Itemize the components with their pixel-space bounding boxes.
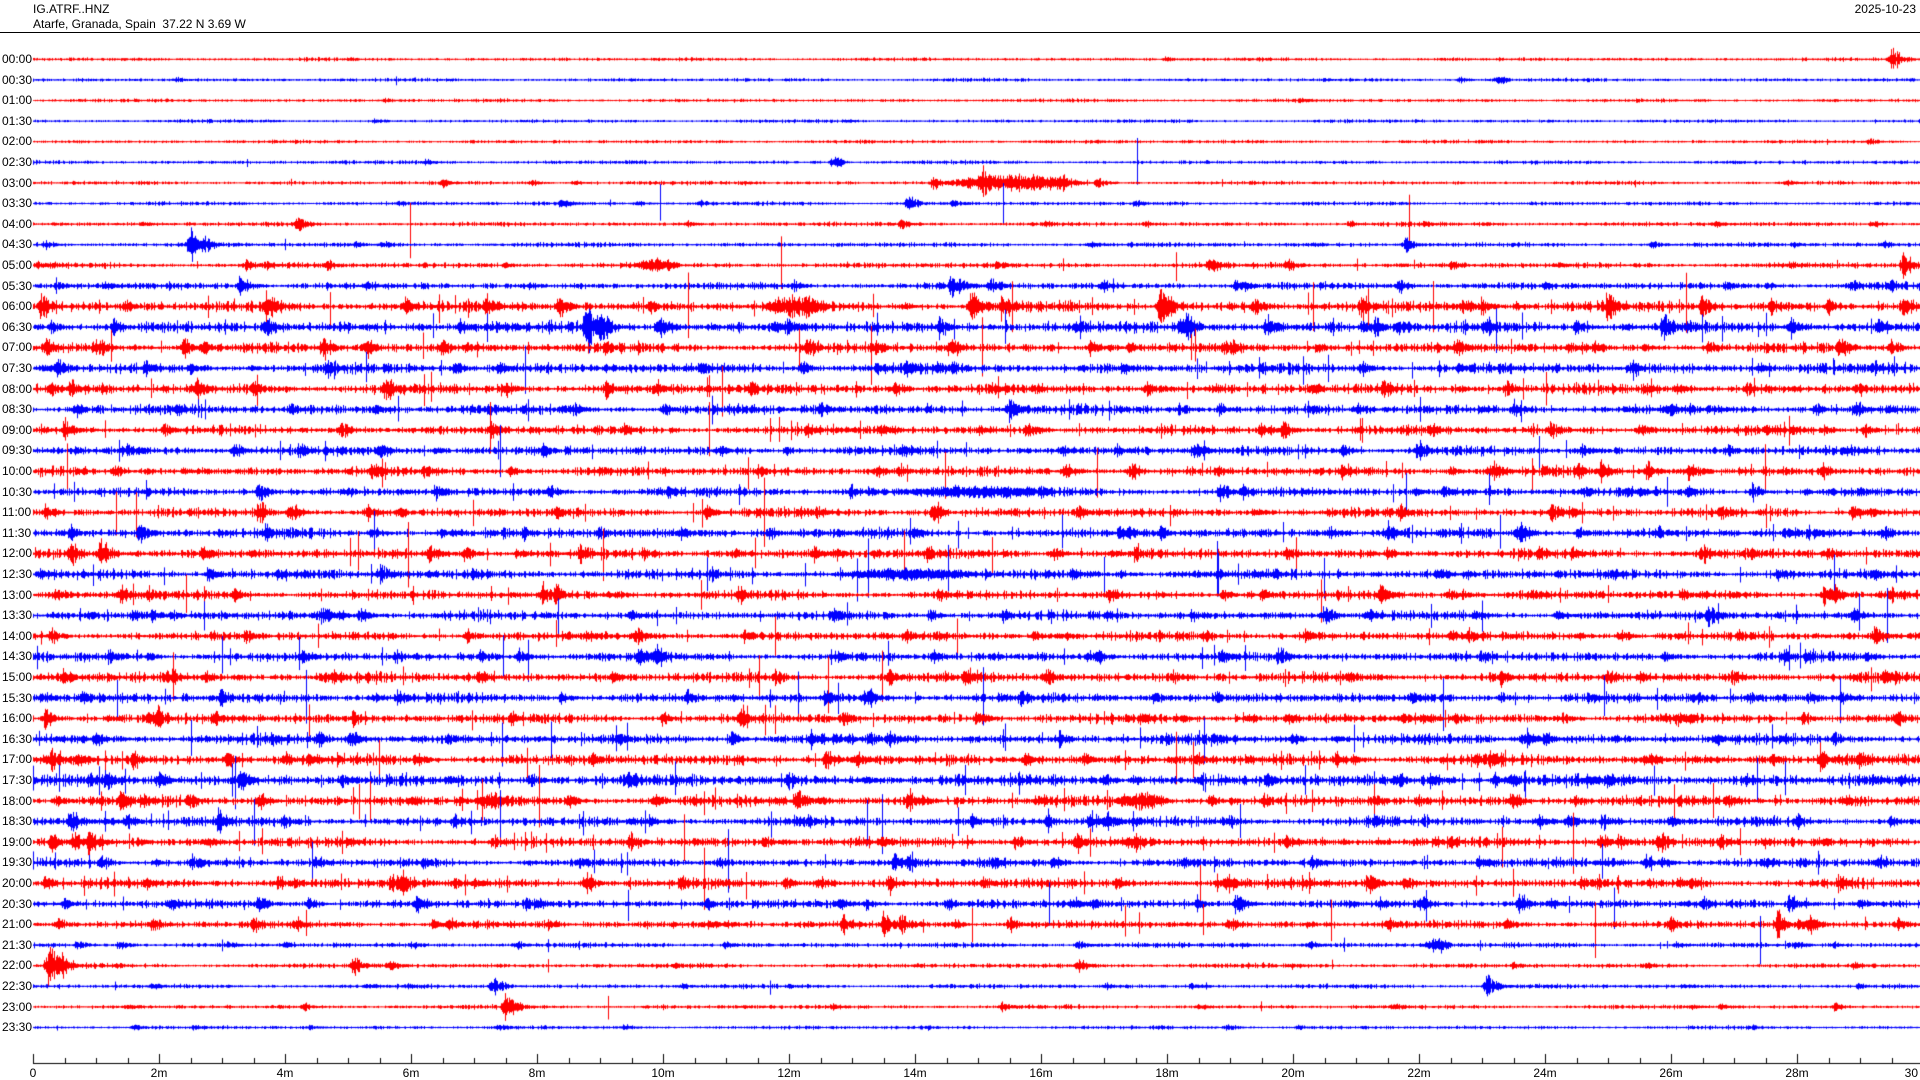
- row-time-label: 23:30: [2, 1020, 33, 1035]
- row-time-label: 14:00: [2, 628, 33, 643]
- x-axis-tick-label: 0: [29, 1066, 37, 1080]
- row-time-label: 22:00: [2, 958, 33, 973]
- row-time-label: 04:00: [2, 216, 33, 231]
- x-axis-tick-label: 8m: [528, 1066, 546, 1080]
- x-axis-tick-label: 26m: [1659, 1066, 1683, 1080]
- x-axis-tick-label: 30: [1904, 1066, 1918, 1080]
- x-axis-tick-label: 28m: [1785, 1066, 1809, 1080]
- row-time-label: 19:30: [2, 855, 33, 870]
- row-time-label: 11:00: [2, 505, 32, 520]
- row-time-label: 07:30: [2, 361, 33, 375]
- row-time-label: 08:00: [2, 381, 33, 396]
- row-time-label: 02:00: [2, 134, 33, 149]
- date-label: 2025-10-23: [1854, 2, 1916, 16]
- x-axis-tick-label: 4m: [276, 1066, 294, 1080]
- row-time-label: 11:30: [2, 525, 32, 540]
- row-time-label: 10:30: [2, 484, 33, 499]
- row-time-label: 07:00: [2, 340, 33, 355]
- row-time-label: 03:30: [2, 196, 33, 211]
- row-time-label: 05:00: [2, 258, 33, 272]
- row-time-label: 06:30: [2, 319, 33, 334]
- row-time-label: 14:30: [2, 649, 33, 664]
- row-time-label: 10:00: [2, 464, 33, 478]
- row-time-label: 00:30: [2, 72, 33, 87]
- row-time-label: 02:30: [2, 155, 33, 169]
- station-location: Atarfe, Granada, Spain 37.22 N 3.69 W: [33, 17, 246, 31]
- row-time-label: 16:30: [2, 731, 33, 746]
- row-time-label: 16:00: [2, 711, 33, 726]
- x-axis-tick-label: 10m: [651, 1066, 675, 1080]
- row-time-label: 20:00: [2, 876, 33, 890]
- x-axis-tick-label: 18m: [1155, 1066, 1179, 1080]
- row-time-label: 01:00: [2, 93, 33, 108]
- row-time-label: 01:30: [2, 113, 33, 128]
- row-time-label: 05:30: [2, 278, 33, 293]
- row-time-label: 17:00: [2, 752, 33, 767]
- x-axis-tick-label: 2m: [150, 1066, 168, 1080]
- row-time-label: 03:00: [2, 175, 33, 190]
- x-axis-tick-label: 6m: [402, 1066, 420, 1080]
- row-time-label: 18:00: [2, 793, 33, 808]
- row-time-label: 17:30: [2, 773, 33, 787]
- row-time-label: 22:30: [2, 979, 33, 993]
- station-id: IG.ATRF..HNZ: [33, 2, 110, 16]
- x-axis-tick-label: 22m: [1407, 1066, 1431, 1080]
- x-axis-tick-label: 20m: [1281, 1066, 1305, 1080]
- row-time-label: 19:00: [2, 834, 33, 849]
- row-time-label: 21:00: [2, 917, 33, 932]
- row-time-label: 08:30: [2, 402, 33, 417]
- row-time-label: 18:30: [2, 814, 33, 829]
- row-time-label: 20:30: [2, 896, 33, 911]
- x-axis-tick-label: 16m: [1029, 1066, 1053, 1080]
- row-time-label: 13:00: [2, 587, 33, 602]
- row-time-label: 00:00: [2, 52, 33, 66]
- x-axis-tick-label: 14m: [903, 1066, 927, 1080]
- row-time-label: 23:00: [2, 999, 33, 1014]
- row-time-label: 12:00: [2, 546, 33, 561]
- x-axis-tick-label: 24m: [1533, 1066, 1557, 1080]
- x-axis-tick-label: 12m: [777, 1066, 801, 1080]
- row-time-label: 06:00: [2, 299, 33, 314]
- row-time-label: 09:00: [2, 422, 33, 437]
- header-separator: [0, 32, 1920, 33]
- row-time-label: 21:30: [2, 937, 33, 952]
- row-time-label: 13:30: [2, 608, 33, 623]
- row-time-label: 15:30: [2, 690, 33, 705]
- row-time-label: 12:30: [2, 567, 33, 581]
- row-time-label: 09:30: [2, 443, 33, 458]
- row-time-label: 15:00: [2, 670, 33, 684]
- row-time-label: 04:30: [2, 237, 33, 252]
